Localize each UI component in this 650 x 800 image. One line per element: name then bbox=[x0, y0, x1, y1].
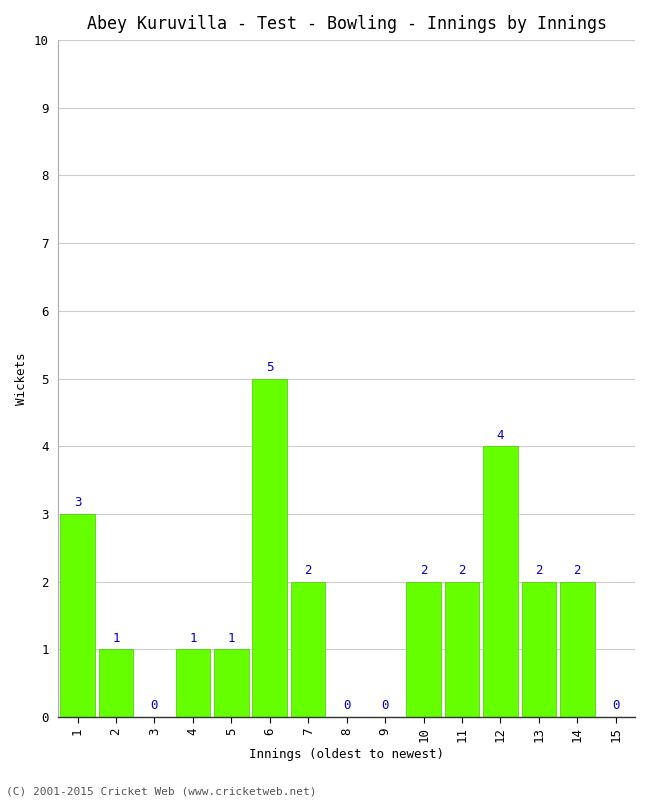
Bar bbox=[99, 650, 133, 717]
Text: 2: 2 bbox=[458, 564, 466, 577]
Text: 0: 0 bbox=[382, 699, 389, 712]
Text: (C) 2001-2015 Cricket Web (www.cricketweb.net): (C) 2001-2015 Cricket Web (www.cricketwe… bbox=[6, 786, 317, 796]
Bar bbox=[60, 514, 95, 717]
Text: 2: 2 bbox=[535, 564, 543, 577]
Y-axis label: Wickets: Wickets bbox=[15, 352, 28, 405]
Bar bbox=[521, 582, 556, 717]
Text: 4: 4 bbox=[497, 429, 504, 442]
Text: 0: 0 bbox=[151, 699, 158, 712]
Text: 0: 0 bbox=[612, 699, 619, 712]
Text: 2: 2 bbox=[420, 564, 427, 577]
X-axis label: Innings (oldest to newest): Innings (oldest to newest) bbox=[249, 748, 444, 761]
Text: 5: 5 bbox=[266, 361, 274, 374]
Bar bbox=[406, 582, 441, 717]
Bar bbox=[252, 378, 287, 717]
Bar bbox=[560, 582, 595, 717]
Text: 1: 1 bbox=[112, 631, 120, 645]
Text: 1: 1 bbox=[227, 631, 235, 645]
Text: 0: 0 bbox=[343, 699, 350, 712]
Bar bbox=[214, 650, 248, 717]
Text: 2: 2 bbox=[304, 564, 312, 577]
Bar bbox=[445, 582, 479, 717]
Bar bbox=[291, 582, 326, 717]
Text: 1: 1 bbox=[189, 631, 196, 645]
Bar bbox=[483, 446, 518, 717]
Bar bbox=[176, 650, 210, 717]
Text: 3: 3 bbox=[73, 496, 81, 510]
Text: 2: 2 bbox=[573, 564, 581, 577]
Title: Abey Kuruvilla - Test - Bowling - Innings by Innings: Abey Kuruvilla - Test - Bowling - Inning… bbox=[86, 15, 606, 33]
